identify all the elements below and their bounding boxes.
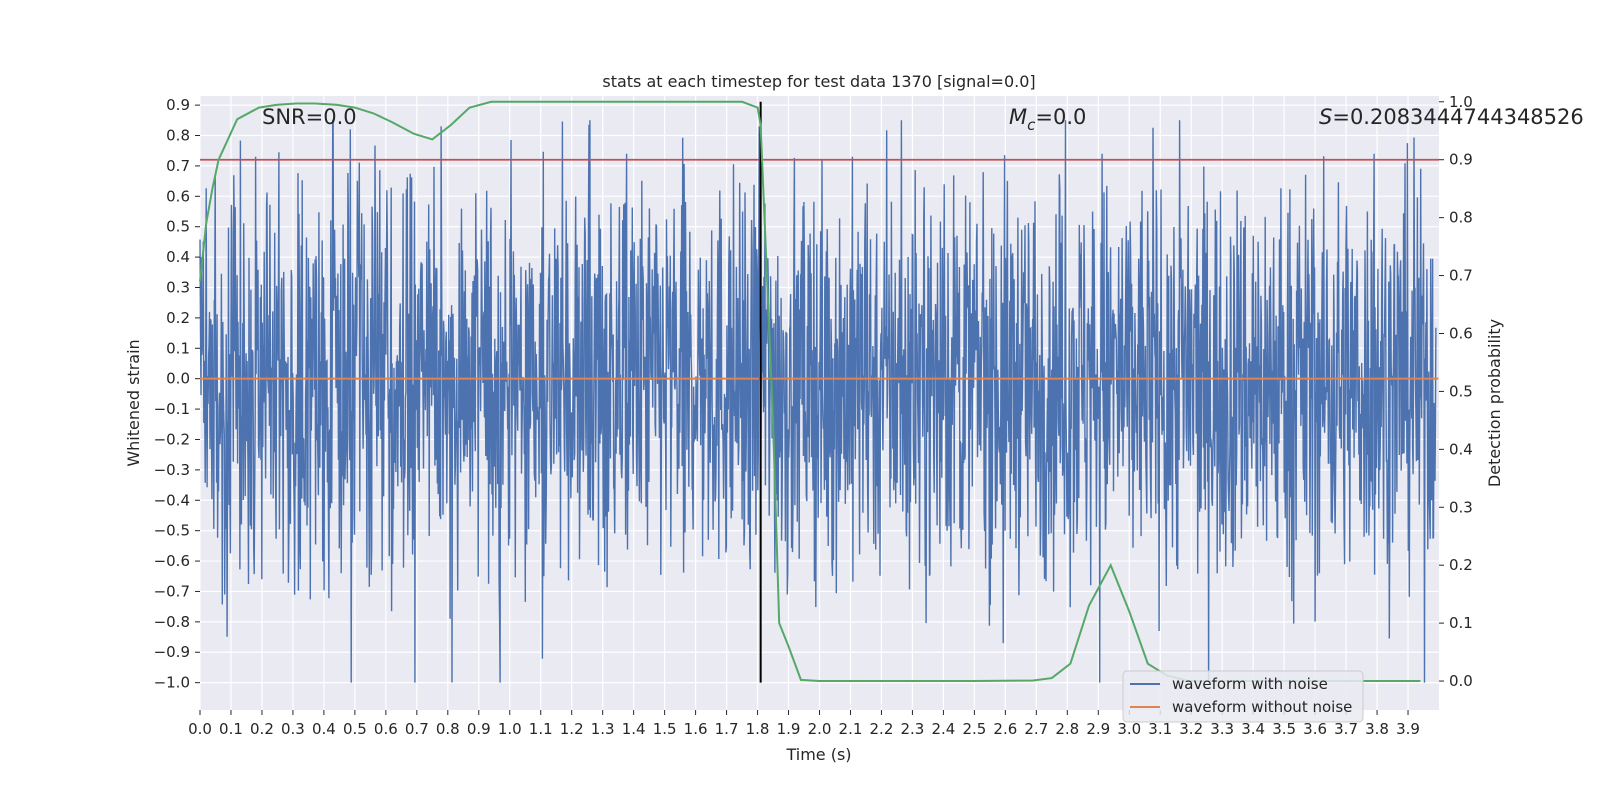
x-tick-label: 3.5 bbox=[1272, 720, 1296, 738]
x-tick-label: 0.4 bbox=[312, 720, 336, 738]
annotation-s: S=0.2083444744348526 bbox=[1319, 105, 1584, 129]
y-right-tick-label: 0.3 bbox=[1449, 498, 1473, 516]
y-left-tick-label: 0.3 bbox=[166, 278, 190, 296]
legend-box bbox=[1122, 670, 1364, 723]
y-left-tick-label: −0.1 bbox=[154, 400, 190, 418]
y-axis-left-ticks: 0.9 0.8 0.7 0.6 0.5 0.4 0.3 0.2 0.1 0.0 −0.1 −0.2 −0… bbox=[154, 96, 200, 692]
y-left-tick-label: −0.4 bbox=[154, 491, 190, 509]
x-tick-label: 3.7 bbox=[1334, 720, 1358, 738]
y-axis-right-label: Detection probability bbox=[1485, 319, 1504, 487]
x-tick-label: 3.0 bbox=[1117, 720, 1141, 738]
x-tick-label: 0.6 bbox=[374, 720, 398, 738]
y-right-tick-label: 0.5 bbox=[1449, 382, 1473, 400]
chart-title: stats at each timestep for test data 137… bbox=[602, 72, 1035, 91]
series-detection-probability-line bbox=[199, 100, 1421, 682]
annotation-mc-subscript: c bbox=[1027, 116, 1036, 134]
x-tick-label: 0.7 bbox=[405, 720, 429, 738]
x-tick-label: 1.9 bbox=[777, 720, 801, 738]
x-axis-ticks: 0.0 0.1 0.2 0.3 0.4 0.5 0.6 0.7 0.8 0.9 1.0 1.1 1.2 1… bbox=[188, 710, 1420, 738]
x-tick-label: 1.6 bbox=[684, 720, 708, 738]
x-tick-label: 3.2 bbox=[1179, 720, 1203, 738]
x-tick-label: 0.8 bbox=[436, 720, 460, 738]
y-left-tick-label: −0.6 bbox=[154, 552, 190, 570]
y-right-tick-label: 0.7 bbox=[1449, 267, 1473, 285]
x-tick-label: 1.1 bbox=[529, 720, 553, 738]
y-axis-left-label: Whitened strain bbox=[124, 339, 143, 466]
annotation-s-value: =0.2083444744348526 bbox=[1332, 105, 1583, 129]
x-tick-label: 2.3 bbox=[900, 720, 924, 738]
y-left-tick-label: −0.8 bbox=[154, 613, 190, 631]
legend: waveform with noise waveform without noi… bbox=[1122, 670, 1364, 723]
y-right-tick-label: 0.0 bbox=[1449, 672, 1473, 690]
y-axis-right-ticks: 1.0 0.9 0.8 0.7 0.6 0.5 0.4 0.3 0.2 0.1 0.0 bbox=[1439, 93, 1473, 690]
x-tick-label: 1.4 bbox=[622, 720, 646, 738]
x-tick-label: 0.3 bbox=[281, 720, 305, 738]
x-tick-label: 1.8 bbox=[746, 720, 770, 738]
x-tick-label: 0.0 bbox=[188, 720, 212, 738]
series-waveform-with-noise-line bbox=[199, 119, 1437, 683]
y-left-tick-label: −0.2 bbox=[154, 430, 190, 448]
x-tick-label: 0.9 bbox=[467, 720, 491, 738]
annotation-mc: Mc=0.0 bbox=[1009, 105, 1086, 134]
x-tick-label: 2.0 bbox=[808, 720, 832, 738]
y-right-tick-label: 0.1 bbox=[1449, 614, 1473, 632]
legend-label-clean: waveform without noise bbox=[1172, 698, 1352, 716]
annotation-snr: SNR=0.0 bbox=[262, 105, 357, 129]
y-left-tick-label: 0.7 bbox=[166, 157, 190, 175]
annotation-mc-symbol: M bbox=[1009, 105, 1027, 129]
legend-label-noise: waveform with noise bbox=[1172, 675, 1328, 693]
x-tick-label: 2.1 bbox=[839, 720, 863, 738]
y-right-tick-label: 0.6 bbox=[1449, 324, 1473, 342]
x-tick-label: 2.8 bbox=[1055, 720, 1079, 738]
y-left-tick-label: 0.6 bbox=[166, 187, 190, 205]
annotation-s-symbol: S bbox=[1319, 105, 1332, 129]
x-axis-label: Time (s) bbox=[785, 745, 851, 764]
y-left-tick-label: −0.9 bbox=[154, 643, 190, 661]
x-tick-label: 2.5 bbox=[962, 720, 986, 738]
x-tick-label: 2.6 bbox=[993, 720, 1017, 738]
y-left-tick-label: 0.2 bbox=[166, 309, 190, 327]
y-left-tick-label: 0.0 bbox=[166, 370, 190, 388]
x-tick-label: 0.2 bbox=[250, 720, 274, 738]
x-tick-label: 3.4 bbox=[1241, 720, 1265, 738]
x-tick-label: 3.8 bbox=[1365, 720, 1389, 738]
x-tick-label: 1.0 bbox=[498, 720, 522, 738]
y-right-tick-label: 0.8 bbox=[1449, 209, 1473, 227]
y-left-tick-label: −0.5 bbox=[154, 522, 190, 540]
x-tick-label: 2.9 bbox=[1086, 720, 1110, 738]
x-tick-label: 3.9 bbox=[1396, 720, 1420, 738]
x-tick-label: 2.4 bbox=[931, 720, 955, 738]
x-tick-label: 3.6 bbox=[1303, 720, 1327, 738]
x-tick-label: 1.3 bbox=[591, 720, 615, 738]
x-tick-label: 2.2 bbox=[870, 720, 894, 738]
y-left-tick-label: −0.7 bbox=[154, 582, 190, 600]
x-tick-label: 3.3 bbox=[1210, 720, 1234, 738]
y-right-tick-label: 1.0 bbox=[1449, 93, 1473, 111]
x-tick-label: 3.1 bbox=[1148, 720, 1172, 738]
y-left-tick-label: −0.3 bbox=[154, 461, 190, 479]
y-right-tick-label: 0.2 bbox=[1449, 556, 1473, 574]
x-tick-label: 1.5 bbox=[653, 720, 677, 738]
x-tick-label: 2.7 bbox=[1024, 720, 1048, 738]
y-left-tick-label: 0.8 bbox=[166, 127, 190, 145]
y-right-tick-label: 0.4 bbox=[1449, 440, 1473, 458]
y-left-tick-label: −1.0 bbox=[154, 674, 190, 692]
y-left-tick-label: 0.4 bbox=[166, 248, 190, 266]
y-right-tick-label: 0.9 bbox=[1449, 151, 1473, 169]
annotation-mc-value: =0.0 bbox=[1035, 105, 1086, 129]
y-left-tick-label: 0.9 bbox=[166, 96, 190, 114]
y-left-tick-label: 0.1 bbox=[166, 339, 190, 357]
y-left-tick-label: 0.5 bbox=[166, 218, 190, 236]
x-tick-label: 1.7 bbox=[715, 720, 739, 738]
x-tick-label: 1.2 bbox=[560, 720, 584, 738]
x-tick-label: 0.5 bbox=[343, 720, 367, 738]
x-tick-label: 0.1 bbox=[219, 720, 243, 738]
